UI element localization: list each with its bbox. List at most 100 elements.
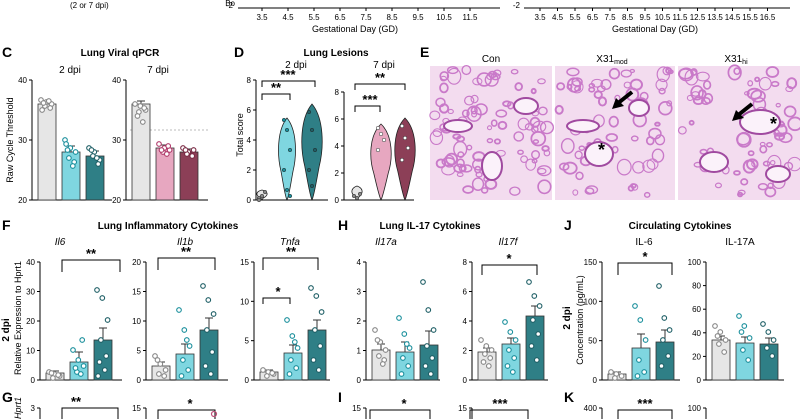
violin: [394, 117, 416, 201]
alveolus: [466, 144, 473, 151]
alveolus: [520, 155, 529, 163]
y-tick-label: 0: [593, 376, 598, 385]
data-point: [47, 105, 54, 111]
y-tick-label: 8: [247, 76, 252, 85]
data-point: [722, 337, 729, 343]
data-point: [487, 355, 494, 361]
alveolus: [537, 78, 546, 85]
alveolus: [470, 106, 478, 115]
panel-f-title: Lung Inflammatory Cytokines: [98, 221, 239, 232]
data-point: [372, 327, 378, 333]
y-tick-label: 4: [357, 258, 362, 267]
data-point: [661, 315, 668, 321]
data-point: [769, 353, 776, 359]
alveolus: [692, 96, 704, 106]
alveolus: [655, 78, 668, 91]
alveolus: [487, 70, 498, 79]
top-ytick-2: -2: [513, 1, 521, 10]
violin: [301, 103, 323, 201]
y-tick-label: 150: [584, 258, 598, 267]
top-tick-label: 6.5: [587, 13, 599, 22]
data-point: [402, 135, 408, 141]
data-point: [636, 357, 642, 363]
y-tick-label: 30: [18, 136, 27, 145]
data-point: [154, 357, 161, 363]
alveolus: [474, 103, 488, 116]
y-tick-label: 0: [697, 376, 702, 385]
alveolus: [787, 116, 800, 132]
bar: [711, 339, 731, 381]
alveolus: [651, 148, 665, 163]
panel-k-axis-2: 100: [688, 404, 707, 419]
alveolus: [787, 156, 800, 172]
alveolus: [584, 187, 595, 195]
alveolus: [471, 110, 478, 118]
data-point: [429, 355, 436, 361]
top-tick-label: 4.5: [282, 13, 294, 22]
data-point: [259, 193, 265, 199]
alveolus: [509, 186, 521, 196]
alveolus: [461, 64, 472, 76]
panel-f-ylabel: Relative Expression to Hprt1: [13, 261, 23, 375]
data-point: [309, 183, 315, 189]
alveolus: [699, 148, 708, 155]
y-tick-label: 20: [132, 258, 141, 267]
airway: [481, 151, 503, 181]
panel-j-cytokine-1: IL-6: [635, 237, 653, 248]
airway: [739, 109, 781, 135]
data-point: [716, 341, 722, 347]
data-point: [425, 307, 432, 313]
data-point: [764, 345, 770, 351]
data-point: [306, 167, 312, 173]
panel-f-bracket-2: [157, 257, 216, 270]
alveolus: [770, 80, 780, 88]
data-point: [381, 137, 387, 143]
alveolus: [662, 66, 672, 76]
top-left-axis-label: Bo: [225, 0, 235, 8]
arrowhead-icon-mod: [612, 98, 624, 109]
panel-h-sig-1: *: [506, 251, 512, 266]
data-point: [99, 295, 106, 301]
alveolus: [765, 66, 780, 78]
alveolus: [695, 71, 710, 82]
bar: [307, 329, 327, 381]
y-tick-label: 4: [335, 142, 340, 151]
y-tick-label: 0: [357, 376, 362, 385]
y-tick-label: 30: [26, 288, 35, 297]
data-point: [141, 105, 148, 111]
data-point: [63, 141, 69, 147]
data-point: [399, 123, 405, 129]
top-xlabel-1: Gestational Day (GD): [312, 24, 398, 34]
alveolus: [530, 87, 537, 95]
top-tick-label: 16.5: [760, 13, 776, 22]
alveolus: [631, 183, 639, 191]
alveolus: [740, 178, 749, 186]
data-point: [103, 353, 110, 359]
panel-k: K 400 100 ***: [564, 389, 707, 419]
data-point: [485, 363, 492, 369]
data-point: [401, 331, 408, 337]
data-point: [403, 341, 410, 347]
y-tick-label: 60: [692, 305, 701, 314]
data-point: [310, 357, 317, 363]
panel-d-axis-1: 0 2 4 6 8: [247, 76, 328, 205]
data-point: [660, 337, 666, 343]
alveolus: [536, 165, 552, 177]
alveolus: [620, 69, 632, 78]
data-point: [313, 293, 320, 299]
data-point: [157, 361, 164, 367]
data-point: [504, 363, 511, 369]
y-tick-label: 0: [335, 196, 340, 205]
bar: [131, 103, 151, 201]
alveolus: [537, 106, 548, 116]
data-point: [294, 345, 301, 351]
panel-f-sig-4: *: [275, 284, 281, 299]
data-point: [378, 131, 384, 137]
y-tick-label: 20: [112, 196, 121, 205]
alveolus: [737, 189, 746, 196]
y-tick-label: 0: [245, 376, 250, 385]
panel-e-label-hi: X31hi: [724, 54, 748, 66]
data-point: [405, 145, 411, 151]
top-tick-label: 10.5: [655, 13, 671, 22]
top-ticks-2: 3.5 4.5 5.5 6.5 7.5 8.5 9.5 10.5 11.5 12.5 13.5 14.…: [534, 8, 776, 22]
